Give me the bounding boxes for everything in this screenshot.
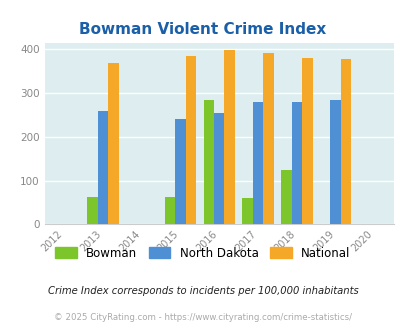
Bar bbox=[97, 111, 108, 224]
Legend: Bowman, North Dakota, National: Bowman, North Dakota, National bbox=[52, 243, 353, 263]
Bar bbox=[108, 63, 118, 224]
Bar bbox=[203, 100, 213, 224]
Bar bbox=[242, 198, 252, 224]
Bar bbox=[301, 58, 312, 224]
Bar bbox=[175, 118, 185, 224]
Bar bbox=[87, 197, 97, 224]
Text: Crime Index corresponds to incidents per 100,000 inhabitants: Crime Index corresponds to incidents per… bbox=[47, 286, 358, 296]
Text: Bowman Violent Crime Index: Bowman Violent Crime Index bbox=[79, 22, 326, 37]
Bar bbox=[340, 59, 350, 224]
Bar bbox=[262, 52, 273, 224]
Text: © 2025 CityRating.com - https://www.cityrating.com/crime-statistics/: © 2025 CityRating.com - https://www.city… bbox=[54, 313, 351, 322]
Bar bbox=[224, 50, 234, 224]
Bar bbox=[252, 102, 262, 224]
Bar bbox=[280, 170, 291, 224]
Bar bbox=[185, 56, 196, 224]
Bar bbox=[213, 113, 224, 224]
Bar bbox=[164, 197, 175, 224]
Bar bbox=[291, 102, 301, 224]
Bar bbox=[330, 100, 340, 224]
